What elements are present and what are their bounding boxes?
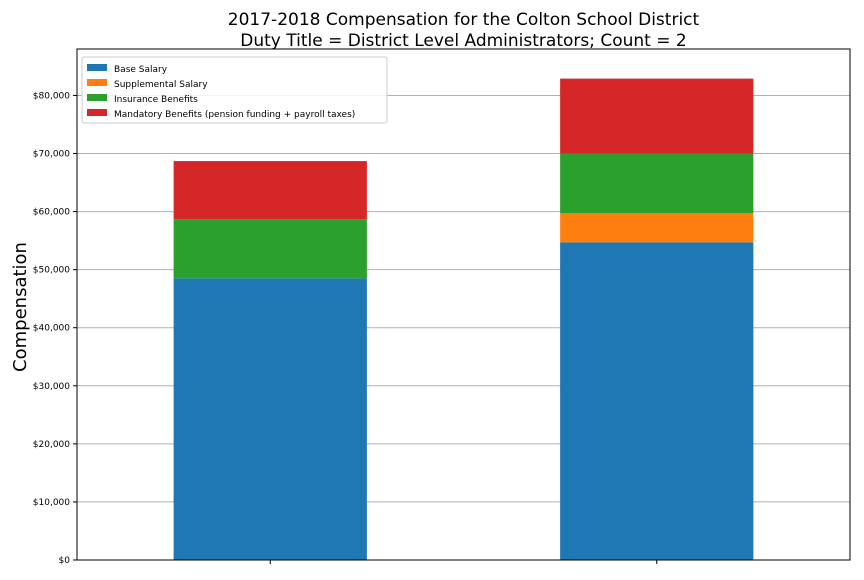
bar-segment <box>560 242 754 560</box>
y-tick-label: $40,000 <box>33 324 70 334</box>
bar-segment <box>560 213 754 243</box>
y-axis-label: Compensation <box>10 242 31 372</box>
legend-label: Mandatory Benefits (pension funding + pa… <box>114 110 355 120</box>
legend-label: Supplemental Salary <box>114 80 208 90</box>
y-tick-label: $20,000 <box>33 440 70 450</box>
bars-layer <box>173 78 754 560</box>
bar-segment <box>173 161 367 220</box>
legend-swatch <box>87 79 107 86</box>
legend-label: Base Salary <box>114 65 168 75</box>
chart-subtitle: Duty Title = District Level Administrato… <box>240 31 686 51</box>
y-tick-label: $10,000 <box>33 498 70 508</box>
chart-title: 2017-2018 Compensation for the Colton Sc… <box>228 10 700 30</box>
y-tick-label: $60,000 <box>33 208 70 218</box>
legend: Base Salary Supplemental Salary Insurance … <box>81 56 388 124</box>
legend-swatch <box>87 94 107 101</box>
bar-segment <box>560 153 754 214</box>
bar-segment <box>560 78 754 154</box>
y-tick-label: $50,000 <box>33 266 70 276</box>
y-tick-label: $30,000 <box>33 382 70 392</box>
legend-frame <box>81 56 388 124</box>
plot-frame <box>76 48 851 561</box>
legend-label: Insurance Benefits <box>114 95 198 105</box>
bar-segment <box>173 278 367 560</box>
axis-layer: $0 $10,000 $20,000 $30,000 $40,000 $50,000 $60… <box>33 91 658 566</box>
legend-swatch <box>87 64 107 71</box>
y-tick-label: $80,000 <box>33 91 70 101</box>
y-tick-label: $0 <box>59 556 71 566</box>
y-tick-label: $70,000 <box>33 150 70 160</box>
legend-swatch <box>87 109 107 116</box>
bar-segment <box>173 219 367 279</box>
